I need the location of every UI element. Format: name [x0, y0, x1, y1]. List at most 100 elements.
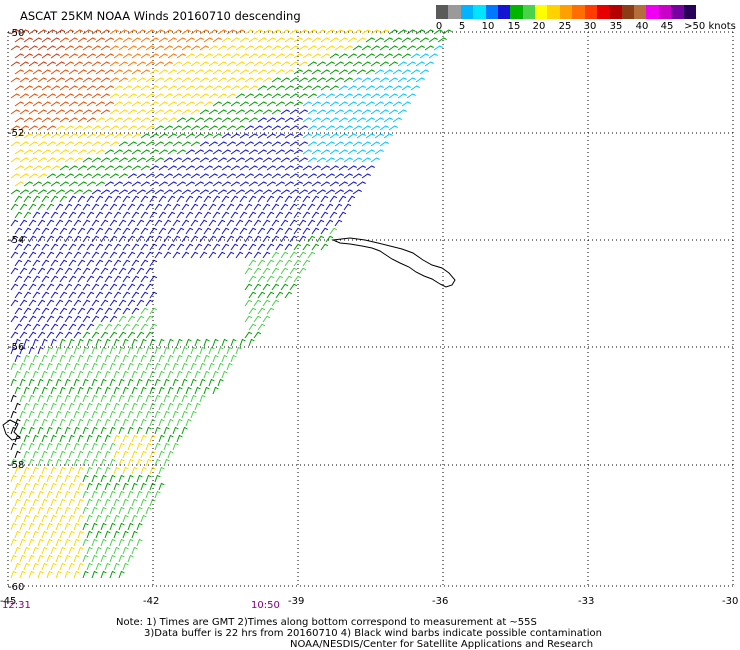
wind-barb — [37, 219, 46, 227]
wind-barb — [82, 538, 89, 547]
wind-barb — [41, 498, 48, 507]
wind-barb — [307, 45, 317, 51]
wind-barb — [325, 125, 335, 131]
wind-barb — [253, 299, 262, 307]
wind-barb — [239, 133, 249, 139]
wind-barb — [14, 211, 23, 219]
wind-barb — [82, 189, 92, 195]
wind-barb — [293, 243, 302, 251]
wind-barb — [320, 37, 330, 43]
wind-barb — [91, 506, 98, 515]
wind-barb — [284, 53, 294, 59]
wind-barb — [221, 195, 230, 203]
wind-barb — [113, 259, 122, 267]
wind-barb — [176, 211, 185, 219]
wind-barb — [271, 125, 281, 131]
wind-barb — [257, 149, 267, 155]
wind-barb — [127, 93, 137, 99]
wind-barb — [73, 61, 83, 67]
wind-barb — [163, 61, 173, 67]
wind-barb — [194, 37, 204, 43]
wind-barb — [212, 101, 222, 107]
wind-barb — [275, 165, 285, 171]
wind-barb — [37, 283, 46, 291]
legend-swatch-9 — [547, 5, 560, 19]
wind-barb — [77, 354, 84, 363]
wind-barb — [307, 109, 317, 115]
wind-barb — [118, 442, 125, 451]
wind-barb — [140, 418, 147, 427]
wind-barb — [55, 346, 62, 355]
wind-barb — [55, 394, 62, 403]
wind-barb — [64, 426, 71, 435]
wind-barb — [55, 29, 65, 35]
wind-barb — [284, 243, 293, 251]
wind-barb — [293, 227, 302, 235]
wind-barb — [266, 275, 275, 283]
wind-barb — [82, 378, 89, 387]
wind-barb — [131, 498, 138, 507]
wind-barb — [248, 101, 258, 107]
wind-barb — [280, 203, 289, 211]
wind-barb — [50, 117, 60, 123]
wind-barb — [239, 149, 249, 155]
wind-barb — [244, 219, 253, 227]
wind-barb — [176, 370, 183, 379]
wind-barb — [154, 173, 164, 179]
wind-barb — [46, 346, 53, 355]
wind-barb — [77, 85, 87, 91]
wind-barb — [127, 141, 137, 147]
wind-barb — [109, 346, 116, 355]
wind-barb — [343, 203, 352, 211]
wind-barb — [406, 29, 416, 35]
wind-barb — [176, 181, 186, 187]
wind-barb — [122, 149, 132, 155]
wind-barb — [365, 133, 375, 139]
wind-barb — [284, 211, 293, 219]
wind-barb — [10, 378, 17, 387]
wind-barb — [352, 173, 362, 179]
wind-barb — [14, 530, 21, 539]
wind-barb — [212, 117, 222, 123]
wind-barb — [226, 141, 236, 147]
wind-barb — [37, 346, 44, 355]
note-line-1: Note: 1) Times are GMT 2)Times along bot… — [116, 617, 537, 628]
wind-barb — [226, 251, 235, 259]
wind-barb — [230, 354, 237, 363]
wind-barb — [271, 235, 280, 243]
wind-barb — [217, 173, 227, 179]
wind-barb — [73, 522, 80, 531]
wind-barb — [59, 386, 66, 395]
wind-barb — [100, 506, 107, 515]
wind-barb — [217, 362, 224, 371]
wind-barb — [91, 93, 101, 99]
wind-barb — [68, 323, 77, 331]
wind-barb — [347, 101, 357, 107]
wind-barb — [46, 125, 56, 131]
wind-barb — [127, 299, 136, 307]
wind-barb — [73, 125, 83, 131]
wind-barb — [145, 189, 155, 195]
wind-barb — [14, 562, 21, 571]
wind-barb — [217, 141, 227, 147]
wind-barb — [10, 109, 20, 115]
wind-barb — [163, 29, 173, 35]
wind-barb — [158, 450, 165, 459]
wind-barb — [95, 53, 105, 59]
wind-barb — [158, 181, 168, 187]
wind-barb — [86, 211, 95, 219]
wind-barb — [19, 506, 26, 515]
wind-barb — [248, 53, 258, 59]
wind-barb — [302, 165, 312, 171]
wind-barb — [370, 125, 380, 131]
wind-barb — [59, 181, 69, 187]
wind-barb — [230, 227, 239, 235]
wind-barb — [46, 442, 53, 451]
wind-barb — [55, 554, 62, 563]
wind-barb — [275, 195, 284, 203]
wind-barb — [253, 29, 263, 35]
wind-barb — [140, 85, 150, 91]
wind-barb — [140, 37, 150, 43]
wind-barb — [280, 235, 289, 243]
wind-barb — [298, 125, 308, 131]
